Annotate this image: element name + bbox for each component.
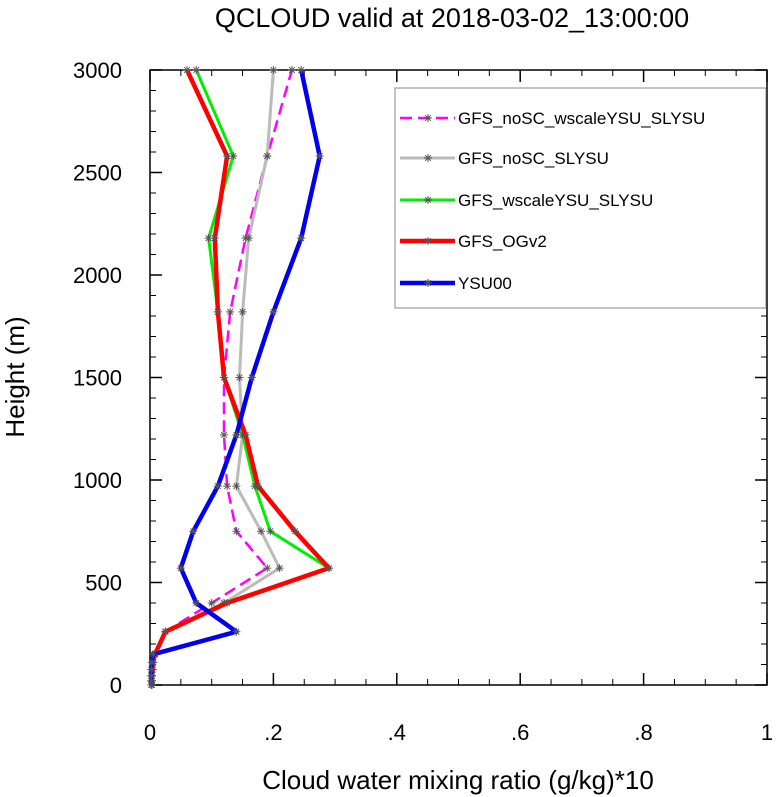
legend-item: GFS_wscaleYSU_SLYSU: [400, 191, 653, 210]
chart-title: QCLOUD valid at 2018-03-02_13:00:00: [215, 3, 689, 33]
x-tick-label: 1: [761, 720, 773, 745]
data-point: [192, 66, 201, 74]
data-point: [210, 234, 219, 243]
x-tick-label: .4: [388, 720, 406, 745]
legend-item: GFS_OGv2: [400, 232, 547, 251]
data-point: [226, 307, 235, 316]
legend-label: GFS_noSC_wscaleYSU_SLYSU: [458, 109, 705, 128]
data-point: [235, 373, 244, 382]
x-tick-label: .2: [264, 720, 282, 745]
x-axis-label: Cloud water mixing ratio (g/kg)*10: [262, 765, 654, 795]
data-point: [297, 234, 306, 243]
legend-marker: [424, 237, 432, 245]
data-point: [213, 307, 222, 316]
legend-marker: [424, 154, 432, 162]
data-point: [315, 152, 324, 161]
data-point: [275, 564, 284, 573]
data-point: [213, 482, 222, 491]
legend-label: GFS_wscaleYSU_SLYSU: [458, 191, 653, 210]
data-point: [232, 430, 241, 439]
data-point: [247, 373, 256, 382]
legend-box: [394, 87, 767, 309]
legend-label: GFS_OGv2: [458, 232, 547, 251]
x-axis-ticks: 0 .2 .4 .6 .8 1: [144, 70, 773, 745]
data-point: [192, 599, 201, 607]
y-tick-label: 3000: [73, 58, 122, 83]
data-point: [223, 152, 232, 161]
y-tick-label: 1500: [73, 366, 122, 391]
data-point: [257, 527, 266, 536]
legend: GFS_noSC_wscaleYSU_SLYSU GFS_noSC_SLYSU GF…: [394, 87, 767, 309]
y-axis-ticks: 0 500 1000 1500 2000 2500 3000: [73, 58, 767, 698]
data-point: [147, 658, 156, 667]
y-axis-label: Height (m): [0, 316, 30, 437]
y-tick-label: 0: [110, 673, 122, 698]
x-tick-label: .6: [511, 720, 529, 745]
y-tick-label: 1000: [73, 468, 122, 493]
series-YSU00: [147, 66, 324, 689]
y-tick-label: 2000: [73, 263, 122, 288]
legend-label: YSU00: [458, 274, 512, 293]
y-tick-label: 2500: [73, 161, 122, 186]
y-tick-label: 500: [85, 571, 122, 596]
data-point: [263, 564, 272, 573]
data-point: [297, 66, 306, 74]
data-point: [183, 66, 192, 74]
data-point: [220, 373, 229, 382]
legend-marker: [424, 279, 432, 287]
data-point: [223, 482, 232, 491]
series-line: [150, 69, 294, 685]
x-tick-label: .8: [634, 720, 652, 745]
data-point: [189, 527, 198, 536]
data-point: [207, 599, 216, 607]
legend-item: GFS_noSC_SLYSU: [400, 149, 609, 168]
data-point: [238, 307, 247, 316]
legend-item: GFS_noSC_wscaleYSU_SLYSU: [400, 109, 705, 128]
data-point: [241, 430, 250, 439]
legend-item: YSU00: [400, 274, 512, 293]
data-point: [232, 527, 241, 536]
data-point: [263, 152, 272, 161]
data-point: [232, 482, 241, 491]
data-point: [149, 650, 158, 659]
x-tick-label: 0: [144, 720, 156, 745]
data-point: [253, 482, 262, 491]
legend-label: GFS_noSC_SLYSU: [458, 149, 609, 168]
series-GFS_noSC_SLYSU: [147, 66, 284, 689]
data-point: [232, 627, 241, 636]
legend-marker: [424, 196, 432, 204]
data-point: [269, 66, 278, 74]
legend-marker: [424, 114, 432, 122]
data-point: [290, 527, 299, 536]
data-point: [223, 599, 232, 607]
series-group: [147, 66, 333, 689]
data-point: [220, 430, 229, 439]
data-point: [324, 564, 333, 573]
data-point: [266, 527, 275, 536]
data-point: [176, 564, 185, 573]
series-line: [148, 69, 322, 685]
data-point: [244, 234, 253, 243]
data-point: [287, 66, 296, 74]
data-point: [161, 627, 170, 636]
data-point: [147, 665, 156, 674]
data-point: [269, 307, 278, 316]
